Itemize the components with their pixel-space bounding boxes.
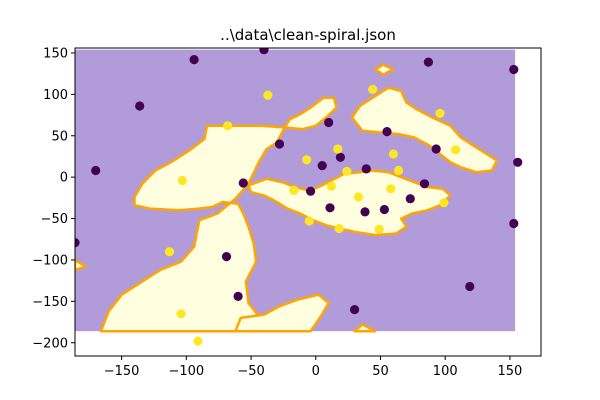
region-class-1 [99,96,338,333]
data-point-class-1 [302,155,312,165]
data-point-class-0 [135,101,145,111]
data-point-class-0 [509,218,519,229]
data-point-class-0 [324,117,334,128]
region-class-1 [247,169,452,237]
data-point-class-0 [360,207,370,217]
data-point-class-1 [164,247,175,257]
data-point-class-1 [176,309,186,319]
data-point-class-0 [513,157,523,167]
y-tick-label: 0 [60,171,68,186]
data-point-class-0 [465,281,475,292]
data-point-class-0 [379,204,389,215]
y-tick-label: 50 [51,129,68,144]
region-class-1 [353,323,377,333]
data-point-class-0 [350,305,360,315]
data-point-class-1 [386,184,396,194]
data-point-class-1 [368,84,378,94]
y-tick-label: −50 [41,212,68,227]
y-tick-label: 100 [43,88,68,103]
data-point-class-0 [419,179,430,189]
data-point-class-0 [325,203,335,213]
data-point-class-0 [361,164,371,174]
plot-frame [74,47,542,357]
data-point-class-0 [423,57,433,67]
plot-area [75,48,523,346]
data-point-class-0 [75,238,80,248]
data-point-class-0 [317,161,327,171]
data-point-class-0 [259,48,269,55]
data-point-class-1 [342,166,352,176]
data-point-class-1 [353,192,364,202]
data-point-class-1 [326,181,336,191]
data-point-class-1 [388,149,398,159]
data-point-class-0 [221,252,232,262]
y-axis: −200 −150 −100 −50 0 50 100 150 [32,46,75,351]
region-class-1 [234,293,330,333]
y-tick-label: −200 [32,336,68,351]
data-point-class-0 [189,55,199,65]
data-point-class-0 [335,152,345,162]
x-tick-label: 150 [498,364,523,379]
decision-regions [75,49,516,333]
scatter-points [75,48,523,346]
x-tick-label: 50 [372,364,389,379]
y-tick-label: −150 [32,295,68,310]
data-point-class-1 [304,216,314,226]
region-class-1 [350,86,499,174]
x-tick-label: 0 [312,364,320,379]
data-point-class-1 [394,165,404,176]
data-point-class-1 [333,144,343,154]
data-point-class-0 [91,165,101,176]
data-point-class-0 [382,127,392,137]
y-tick-label: 150 [43,46,68,61]
x-tick-label: −150 [104,364,140,379]
region-class-1 [374,63,395,76]
data-point-class-1 [177,175,187,186]
x-tick-label: 100 [433,364,458,379]
data-point-class-0 [238,178,248,188]
x-axis: −150 −100 −50 0 50 100 150 [104,356,523,379]
data-point-class-0 [306,186,316,196]
data-point-class-0 [274,139,285,149]
region-class-1 [75,258,87,272]
x-tick-label: −50 [237,364,264,379]
data-point-class-0 [431,144,441,154]
data-point-class-1 [334,223,344,234]
data-point-class-1 [451,145,461,155]
data-point-class-0 [509,64,519,75]
data-point-class-1 [263,90,273,100]
data-point-class-1 [223,121,233,131]
data-point-class-0 [405,194,415,204]
data-point-class-1 [435,108,445,118]
data-point-class-0 [233,291,243,301]
y-tick-label: −100 [32,253,68,268]
data-point-class-1 [439,198,449,208]
data-point-class-1 [193,336,203,346]
chart-title: ..\data\clean-spiral.json [220,26,396,44]
data-point-class-1 [289,185,299,195]
x-tick-label: −100 [168,364,204,379]
data-point-class-1 [374,224,384,234]
